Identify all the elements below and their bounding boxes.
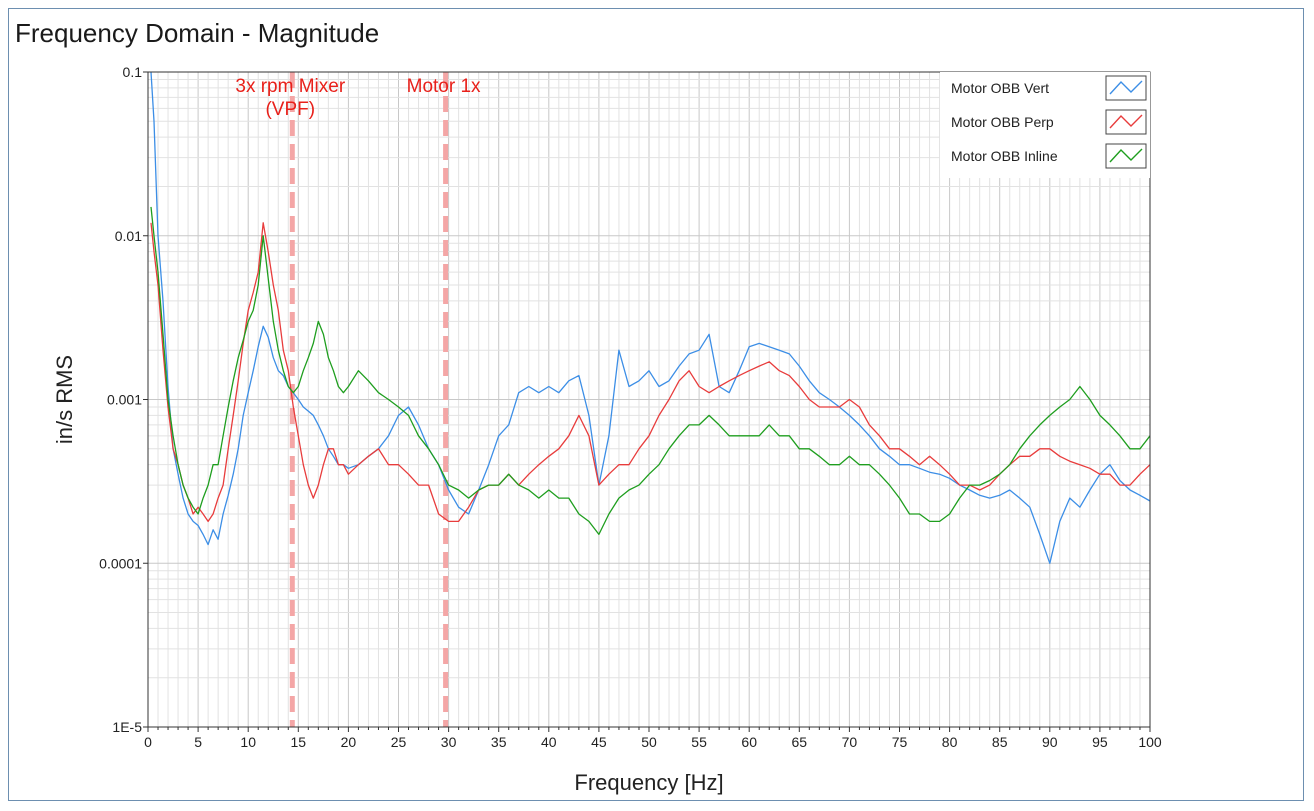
chart-title: Frequency Domain - Magnitude xyxy=(15,18,380,48)
chart-grid xyxy=(147,72,1151,728)
x-tick-label: 75 xyxy=(892,734,908,750)
x-tick-label: 15 xyxy=(291,734,307,750)
x-tick-label: 5 xyxy=(194,734,202,750)
x-tick-label: 25 xyxy=(391,734,407,750)
x-tick-label: 85 xyxy=(992,734,1008,750)
x-tick-label: 90 xyxy=(1042,734,1058,750)
annotation-label-1: Motor 1x xyxy=(407,76,481,97)
x-tick-label: 10 xyxy=(240,734,256,750)
x-tick-label: 55 xyxy=(691,734,707,750)
x-tick-label: 0 xyxy=(144,734,152,750)
axis-ticks: 0 5 10 15 20 25 30 35 40 45 50 55 60 65 70 75 80 85 90 95 10… xyxy=(99,64,1162,750)
legend-label: Motor OBB Vert xyxy=(951,80,1049,96)
x-tick-label: 70 xyxy=(842,734,858,750)
series-line-1 xyxy=(150,222,1151,523)
legend-label: Motor OBB Inline xyxy=(951,148,1058,164)
legend-swatch-line xyxy=(1109,148,1143,163)
series-line-0 xyxy=(150,71,1151,564)
y-tick-label: 0.1 xyxy=(123,64,143,80)
x-tick-label: 80 xyxy=(942,734,958,750)
x-tick-label: 20 xyxy=(341,734,357,750)
legend-label: Motor OBB Perp xyxy=(951,114,1054,130)
x-tick-label: 95 xyxy=(1092,734,1108,750)
y-tick-label: 0.01 xyxy=(115,228,142,244)
y-tick-label: 1E-5 xyxy=(112,719,142,735)
x-tick-label: 100 xyxy=(1138,734,1162,750)
y-tick-label: 0.001 xyxy=(107,392,142,408)
x-tick-label: 30 xyxy=(441,734,457,750)
x-tick-label: 65 xyxy=(792,734,808,750)
x-tick-label: 60 xyxy=(741,734,757,750)
annotation-label-0: 3x rpm Mixer (VPF) xyxy=(235,76,345,120)
legend: Motor OBB Vert Motor OBB Perp Motor OBB In… xyxy=(940,72,1150,178)
annotations: 3x rpm Mixer (VPF) Motor 1x xyxy=(235,76,481,120)
legend-swatch-line xyxy=(1109,80,1143,95)
series-line-2 xyxy=(150,206,1151,536)
x-tick-label: 35 xyxy=(491,734,507,750)
legend-swatch-line xyxy=(1109,114,1143,129)
legend-swatch[interactable] xyxy=(1105,143,1147,169)
x-tick-label: 50 xyxy=(641,734,657,750)
y-axis-label: in/s RMS xyxy=(52,355,77,444)
x-axis-label: Frequency [Hz] xyxy=(574,770,723,795)
chart-series xyxy=(150,71,1151,564)
x-tick-label: 40 xyxy=(541,734,557,750)
legend-swatch[interactable] xyxy=(1105,109,1147,135)
x-tick-label: 45 xyxy=(591,734,607,750)
legend-swatch[interactable] xyxy=(1105,75,1147,101)
y-tick-label: 0.0001 xyxy=(99,555,142,571)
